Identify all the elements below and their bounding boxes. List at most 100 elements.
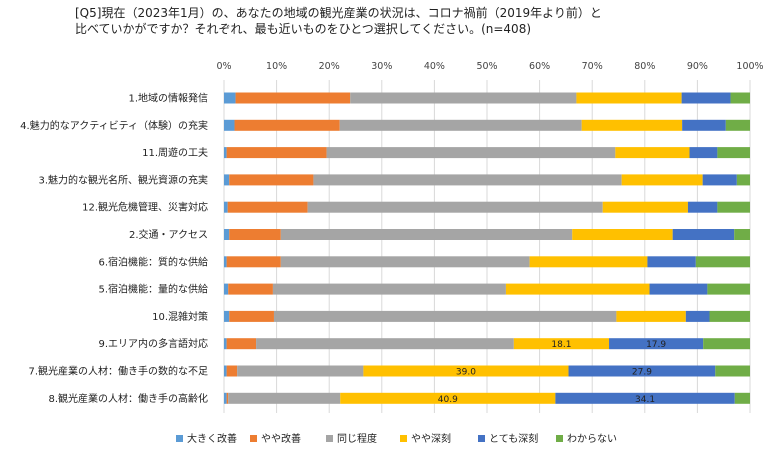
bar-segment (709, 310, 750, 322)
bar-segment (313, 174, 622, 186)
legend-swatch (556, 435, 563, 442)
bar-segment (576, 92, 682, 104)
bar-segment (224, 119, 235, 131)
category-label: 2.交通・アクセス (129, 228, 208, 241)
bar-segment (256, 338, 514, 350)
bar-segment (715, 365, 750, 377)
category-label: 11.周遊の工夫 (142, 146, 208, 159)
x-tick-label: 0% (216, 61, 231, 72)
bar-segment (280, 256, 530, 268)
bar-segment (505, 283, 650, 295)
legend-label: やや深刻 (411, 432, 451, 445)
category-label: 8.観光産業の人材：働き手の高齢化 (48, 392, 208, 405)
bar-segment (681, 92, 731, 104)
bar-segment (687, 201, 718, 213)
chart-title: [Q5]現在（2023年1月）の、あなたの地域の観光産業の状況は、コロナ禍前（2… (75, 5, 765, 37)
bar-segment (224, 174, 230, 186)
bar-segment (227, 201, 308, 213)
legend-swatch (326, 435, 333, 442)
bar-segment (224, 92, 236, 104)
bar-segment (224, 256, 227, 268)
x-tick-label: 90% (687, 61, 708, 72)
legend-label: 大きく改善 (187, 432, 237, 445)
bar-segment (685, 310, 710, 322)
category-label: 12.観光危機管理、災害対応 (82, 201, 208, 214)
bar-segment (226, 256, 281, 268)
bar-segment (224, 283, 229, 295)
bar-segment (725, 119, 750, 131)
bar-segment (226, 147, 327, 159)
bar-segment (237, 365, 364, 377)
bar-segment (602, 201, 688, 213)
bar-segment (707, 283, 750, 295)
bar-segment (229, 229, 281, 240)
bar-segment (703, 338, 750, 350)
bar-segment (734, 229, 750, 240)
legend-swatch (478, 435, 485, 442)
bar-segment (228, 283, 273, 295)
category-label: 9.エリア内の多言語対応 (98, 337, 208, 350)
bar-segment (224, 392, 227, 404)
bar-segment (280, 229, 573, 240)
bar-segment (234, 119, 340, 131)
bar-segment (682, 119, 726, 131)
x-tick-label: 40% (424, 61, 445, 72)
data-label: 17.9 (646, 340, 666, 350)
legend-label: わからない (567, 433, 617, 445)
bar-segment (228, 392, 341, 404)
bar-segment (647, 256, 696, 268)
legend-label: 同じ程度 (337, 432, 377, 445)
bar-segment (340, 392, 556, 404)
bar-segment (621, 174, 703, 186)
bar-segment (734, 392, 750, 404)
category-label: 6.宿泊機能：質的な供給 (98, 255, 208, 268)
x-tick-label: 100% (736, 61, 763, 72)
bar-segment (736, 174, 750, 186)
data-label: 39.0 (456, 368, 476, 378)
category-label: 10.混雑対策 (152, 310, 208, 323)
bar-segment (229, 174, 314, 186)
bar-segment (235, 92, 351, 104)
data-label: 40.9 (438, 395, 458, 405)
bar-segment (363, 365, 569, 377)
bar-segment (568, 365, 716, 377)
x-tick-label: 30% (371, 61, 392, 72)
bar-segment (615, 147, 690, 159)
bar-segment (226, 338, 257, 350)
bar-segment (326, 147, 616, 159)
x-tick-label: 70% (582, 61, 603, 72)
x-tick-label: 50% (476, 61, 497, 72)
legend-swatch (176, 435, 183, 442)
bar-segment (226, 392, 229, 404)
category-label: 3.魅力的な観光名所、観光資源の充実 (38, 173, 208, 186)
category-label: 5.宿泊機能：量的な供給 (98, 283, 208, 296)
bar-segment (572, 229, 673, 240)
x-tick-label: 60% (529, 61, 550, 72)
bar-segment (224, 310, 230, 322)
bar-segment (224, 365, 227, 377)
bar-segment (226, 365, 238, 377)
data-label: 27.9 (632, 368, 652, 378)
bar-segment (555, 392, 735, 404)
category-label: 1.地域の情報発信 (128, 92, 208, 105)
data-label: 34.1 (635, 395, 655, 405)
x-tick-label: 80% (634, 61, 655, 72)
category-label: 4.魅力的なアクティビティ（体験）の充実 (20, 119, 208, 132)
bar-segment (702, 174, 737, 186)
x-tick-label: 20% (319, 61, 340, 72)
legend-label: やや改善 (261, 432, 301, 445)
bar-segment (649, 283, 708, 295)
chart-title-line-2: 比べていかがですか？それぞれ、最も近いものをひとつ選択してください。(n=408… (75, 22, 532, 36)
bar-segment (616, 310, 686, 322)
bar-segment (224, 147, 227, 159)
bar-segment (695, 256, 750, 268)
x-tick-label: 10% (266, 61, 287, 72)
bar-segment (272, 283, 506, 295)
bar-segment (717, 201, 750, 213)
bar-segment (224, 338, 227, 350)
bar-segment (224, 201, 228, 213)
bar-segment (350, 92, 577, 104)
bar-segment (581, 119, 683, 131)
bar-segment (513, 338, 610, 350)
bar-segment (717, 147, 750, 159)
